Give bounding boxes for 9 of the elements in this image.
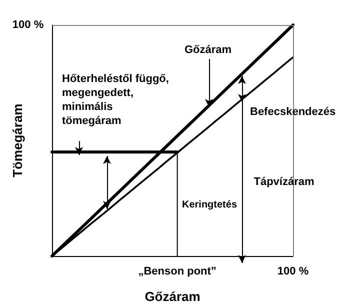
x-axis-title: Gőzáram: [144, 289, 200, 304]
x-tick-label: „Benson pont”: [138, 266, 216, 278]
y-axis-title: Tömegáram: [10, 104, 25, 178]
text: 100 %: [12, 19, 44, 31]
annotation: Tápvízáram: [254, 176, 314, 188]
annotation: Keringtetés: [182, 200, 238, 210]
annotation: Befecskendezés: [250, 106, 336, 118]
annotation: Hőterheléstől függő, megengedett, minimális tömegáram: [62, 73, 169, 127]
annotation: Gőzáram: [184, 44, 232, 56]
